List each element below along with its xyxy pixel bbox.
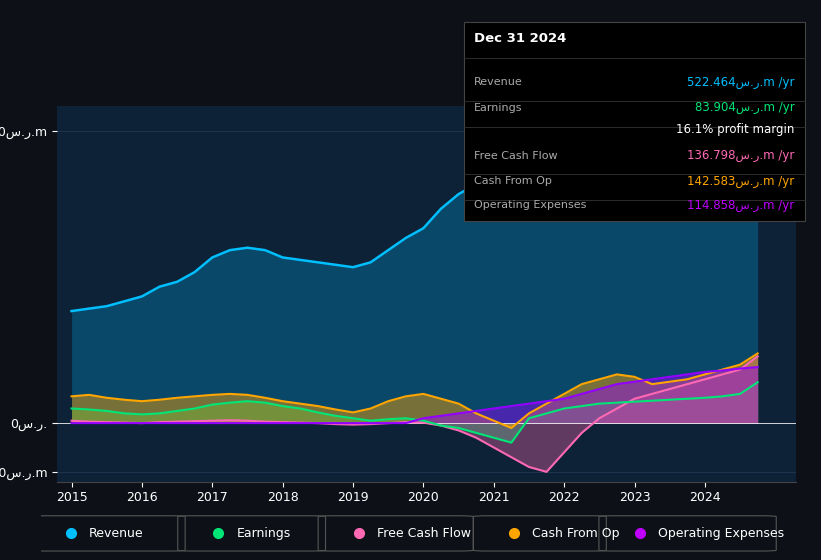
Text: 522.464س.ر.m /yr: 522.464س.ر.m /yr	[687, 76, 795, 88]
Text: Earnings: Earnings	[237, 527, 291, 540]
Text: Revenue: Revenue	[89, 527, 144, 540]
Text: Free Cash Flow: Free Cash Flow	[378, 527, 471, 540]
Text: 136.798س.ر.m /yr: 136.798س.ر.m /yr	[687, 149, 795, 162]
Text: 83.904س.ر.m /yr: 83.904س.ر.m /yr	[695, 101, 795, 114]
Text: Operating Expenses: Operating Expenses	[658, 527, 784, 540]
Text: Revenue: Revenue	[474, 77, 523, 87]
Text: Free Cash Flow: Free Cash Flow	[474, 151, 557, 161]
Text: Earnings: Earnings	[474, 103, 523, 113]
Text: 142.583س.ر.m /yr: 142.583س.ر.m /yr	[687, 175, 795, 188]
Text: Cash From Op: Cash From Op	[474, 176, 552, 186]
Text: Operating Expenses: Operating Expenses	[474, 200, 586, 211]
Text: 16.1% profit margin: 16.1% profit margin	[676, 123, 795, 136]
Text: Dec 31 2024: Dec 31 2024	[474, 32, 566, 45]
Text: Cash From Op: Cash From Op	[533, 527, 620, 540]
Text: 114.858س.ر.m /yr: 114.858س.ر.m /yr	[687, 199, 795, 212]
